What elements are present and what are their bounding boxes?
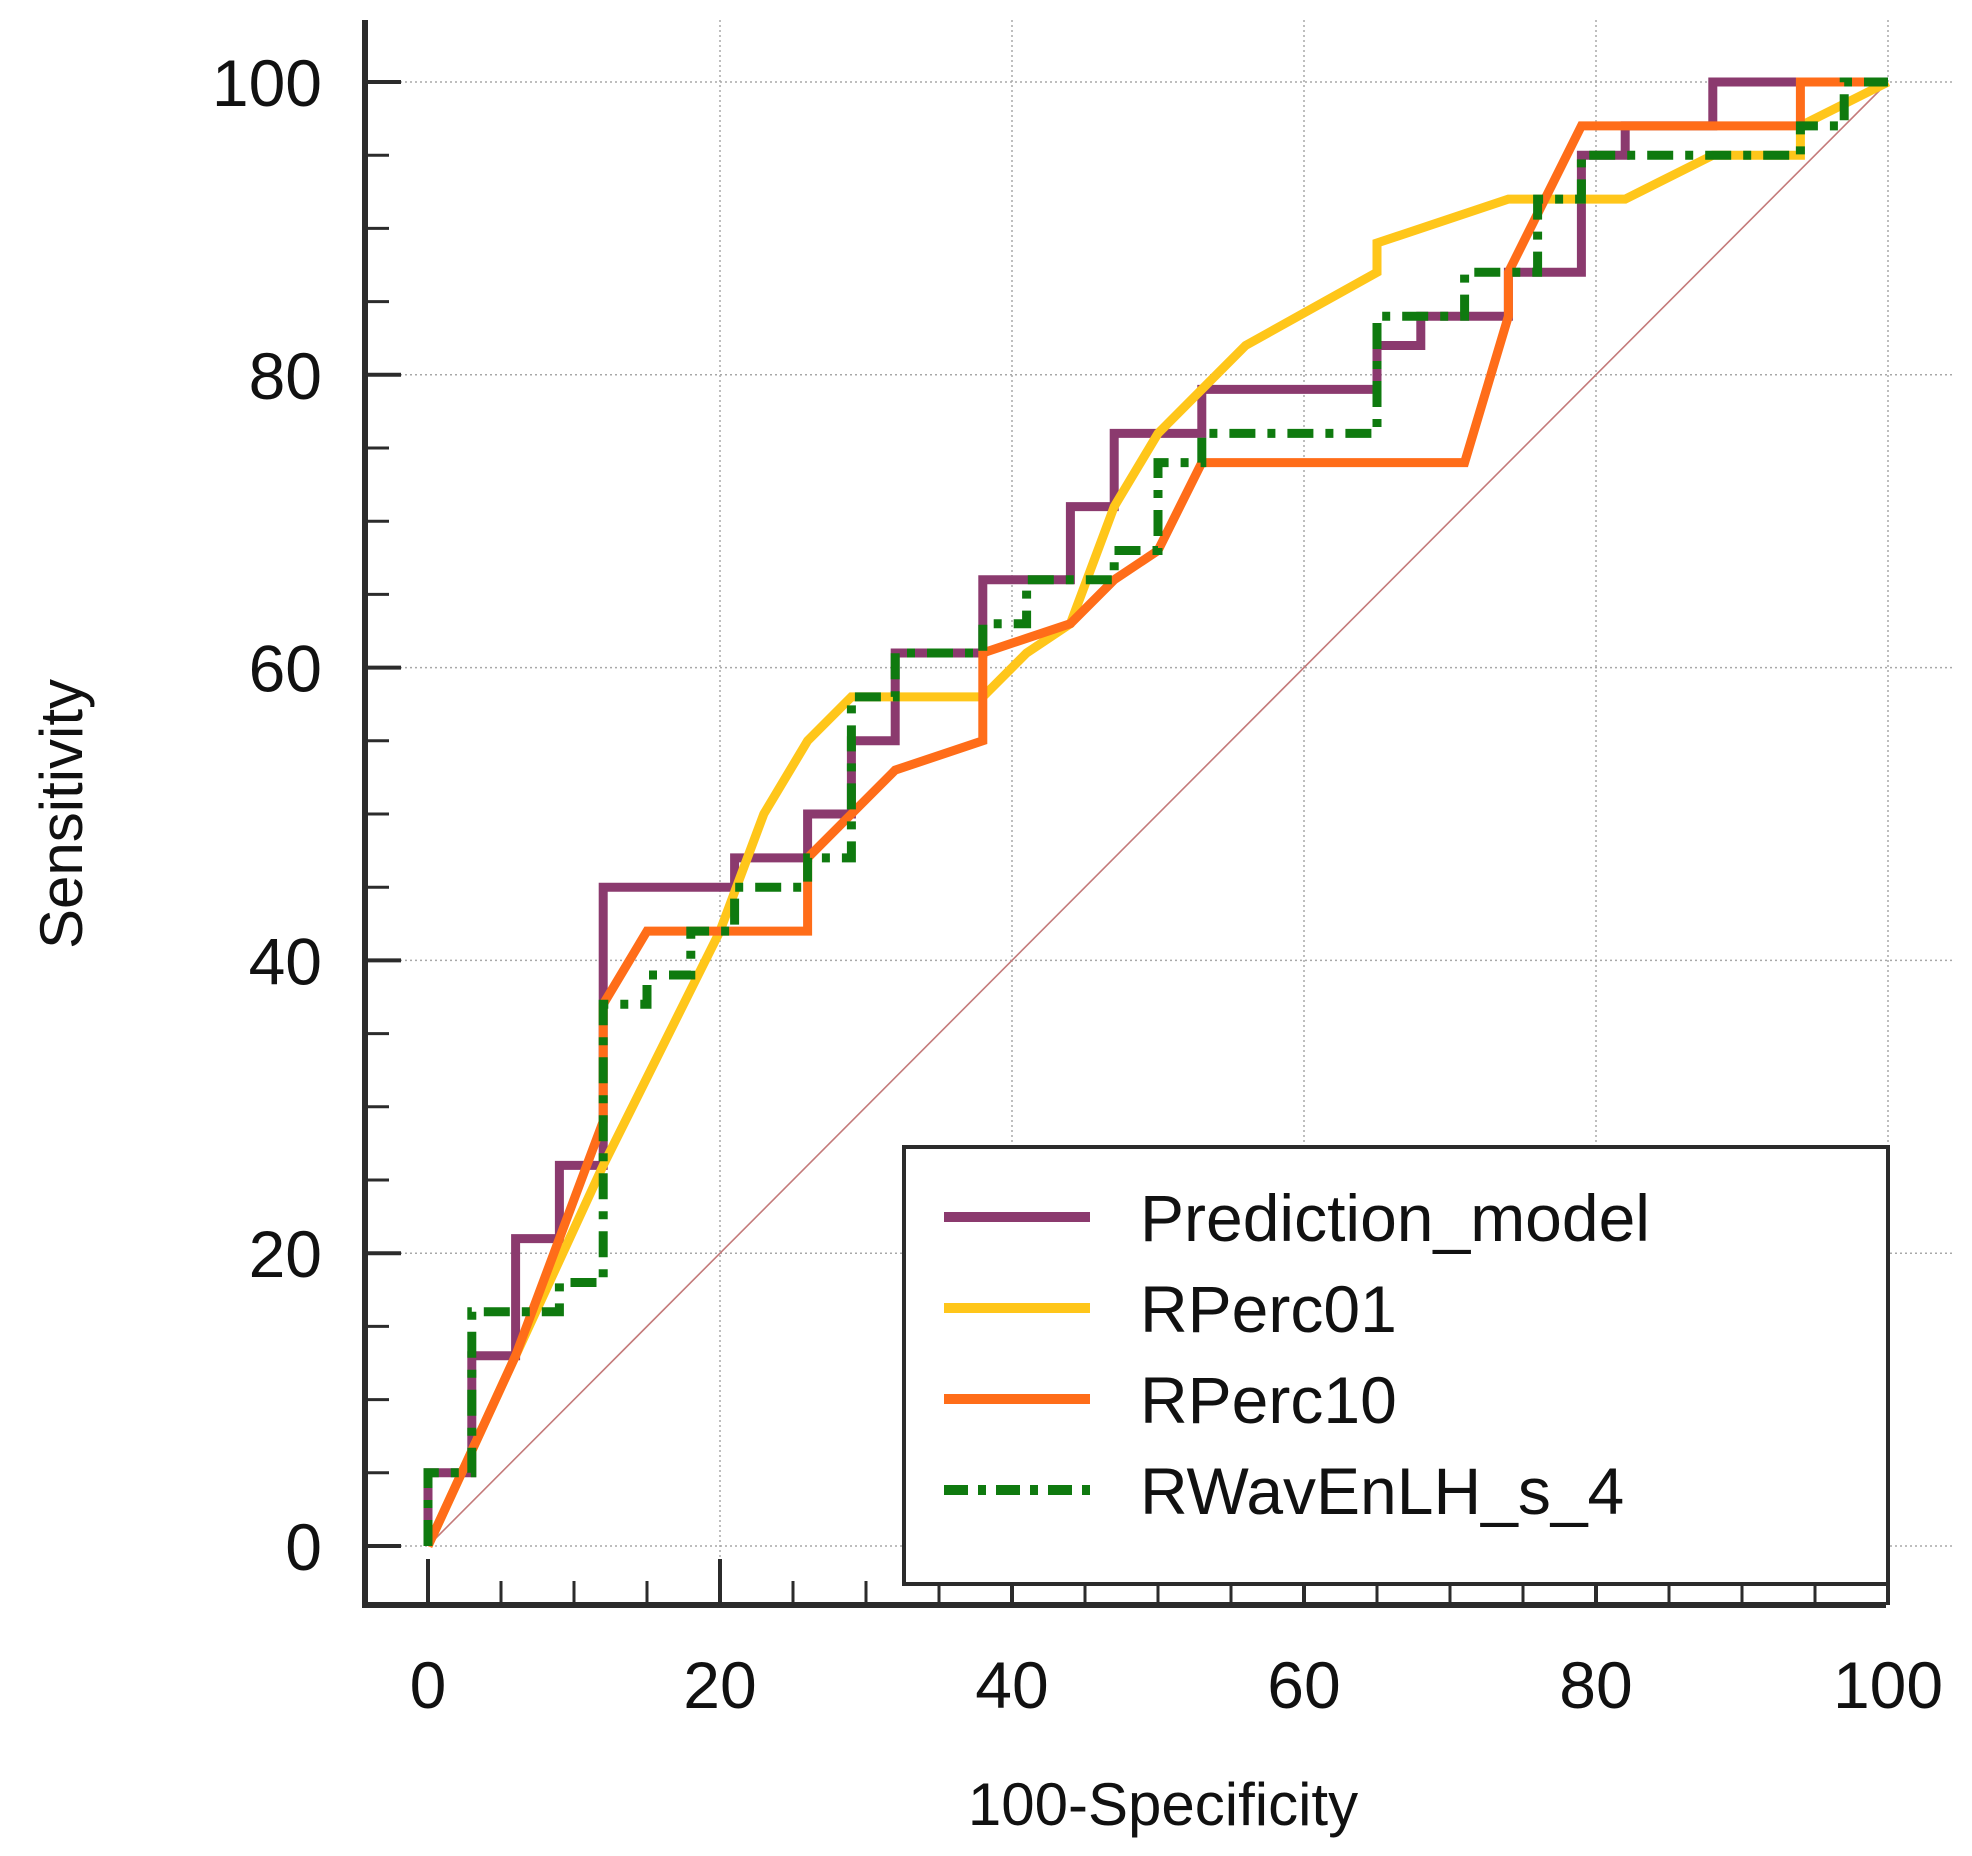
legend-label-1: RPerc01 <box>1140 1272 1397 1346</box>
tick-labels: 0 20 40 60 80 100 0 20 40 60 80 100 <box>212 46 1943 1722</box>
x-axis-title: 100-Specificity <box>968 1771 1358 1838</box>
y-tick-label: 100 <box>212 46 322 120</box>
x-tick-label: 100 <box>1833 1648 1943 1722</box>
y-tick-label: 60 <box>249 632 322 706</box>
legend-label-0: Prediction_model <box>1140 1181 1650 1255</box>
x-tick-label: 40 <box>975 1648 1048 1722</box>
y-tick-label: 20 <box>249 1217 322 1291</box>
series-line-1 <box>423 77 1891 1548</box>
series-line-3 <box>423 77 1888 1546</box>
x-tick-label: 80 <box>1559 1648 1632 1722</box>
series-line-0 <box>423 77 1888 1546</box>
y-tick-label: 40 <box>249 924 322 998</box>
x-tick-label: 20 <box>683 1648 756 1722</box>
legend-label-3: RWavEnLH_s_4 <box>1140 1454 1624 1528</box>
x-tick-label: 0 <box>410 1648 447 1722</box>
y-tick-label: 0 <box>285 1510 322 1584</box>
series-line-2 <box>423 77 1888 1548</box>
legend-label-2: RPerc10 <box>1140 1363 1397 1437</box>
series-layer <box>423 77 1891 1548</box>
reference-diagonal-line <box>427 81 1889 1547</box>
y-axis-title: Sensitivity <box>28 679 95 949</box>
y-tick-label: 80 <box>249 339 322 413</box>
x-tick-label: 60 <box>1267 1648 1340 1722</box>
legend: Prediction_model RPerc01 RPerc10 RWavEnLH_s… <box>902 1145 1890 1586</box>
